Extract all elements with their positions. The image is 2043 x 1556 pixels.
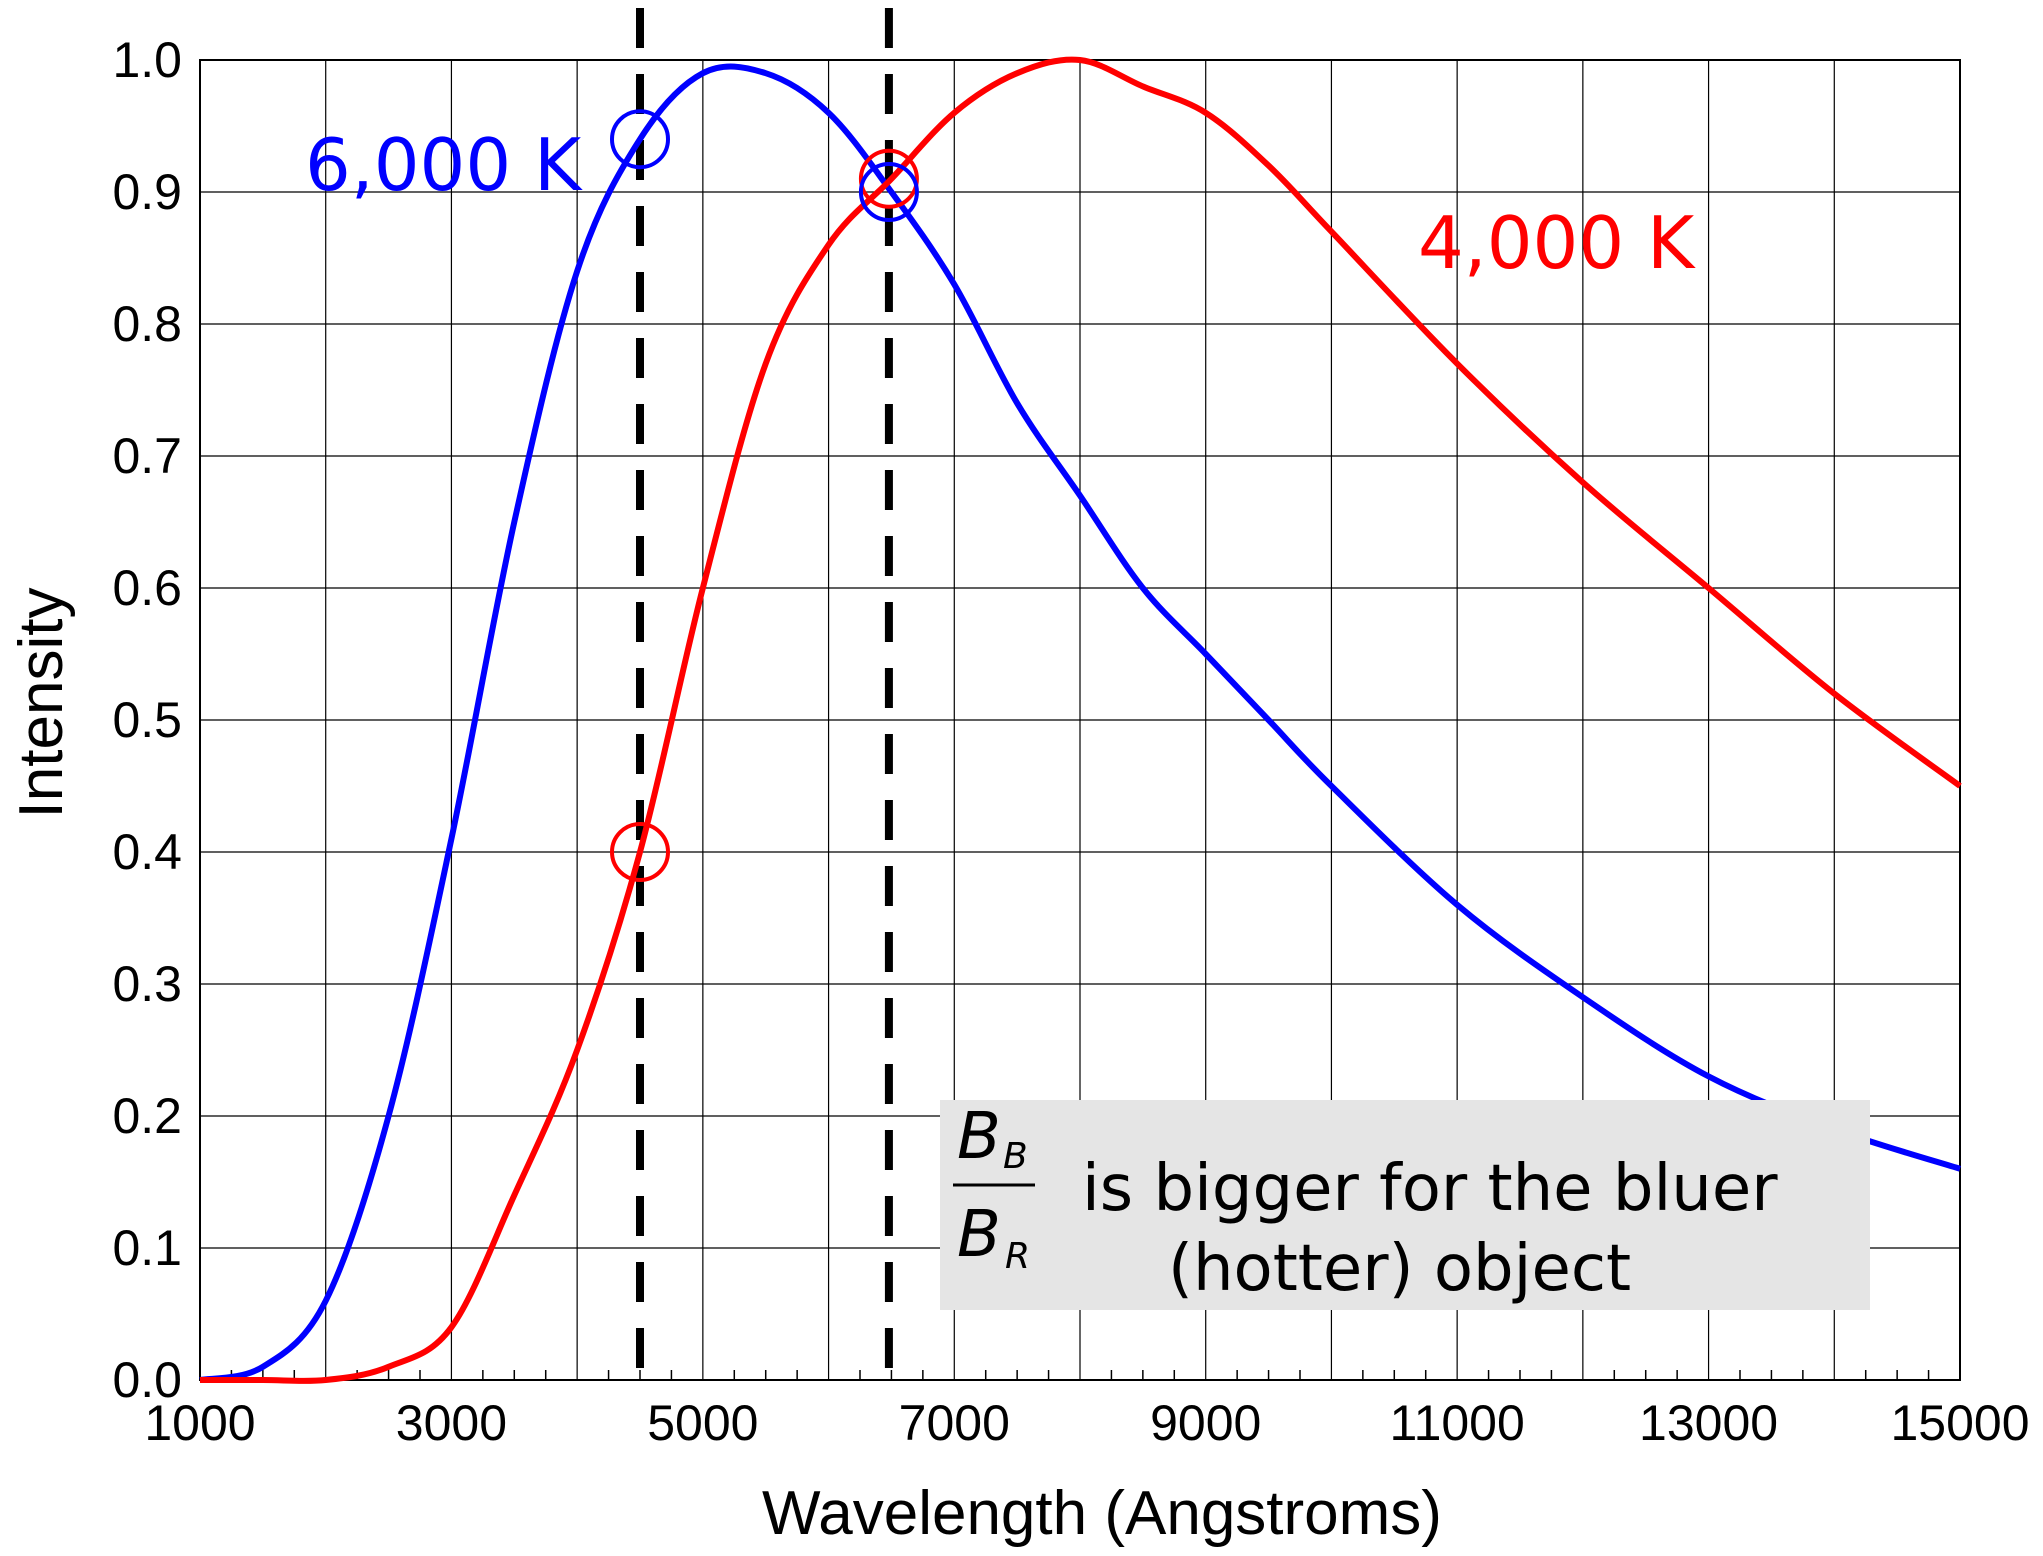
y-axis-title: Intensity (7, 588, 76, 819)
annotation-box: B B B R is bigger for the bluer (hotter)… (940, 1100, 1870, 1310)
y-tick-label: 0.1 (112, 1220, 182, 1276)
fraction-denominator-subscript: R (1005, 1236, 1030, 1277)
y-tick-label: 0.7 (112, 428, 182, 484)
annotation-background (940, 1100, 1870, 1310)
highlight-circle (610, 822, 670, 882)
y-tick-label: 0.6 (112, 560, 182, 616)
y-tick-label: 0.4 (112, 824, 182, 880)
fraction-numerator: B (957, 1100, 1001, 1174)
annotation-line-2: (hotter) object (1168, 1232, 1631, 1306)
series-line-0 (199, 63, 1961, 1383)
x-tick-label: 13000 (1639, 1395, 1778, 1451)
annotation-line-1: is bigger for the bluer (1082, 1152, 1778, 1226)
fraction-numerator-subscript: B (1003, 1136, 1028, 1177)
x-tick-label: 5000 (647, 1395, 758, 1451)
fraction-denominator: B (957, 1198, 1001, 1272)
y-tick-label: 0.3 (112, 956, 182, 1012)
series-label-4000k: 4,000 K (1418, 201, 1696, 285)
highlight-circle (610, 109, 670, 170)
y-tick-label: 0.9 (112, 164, 182, 220)
y-tick-label: 0.8 (112, 296, 182, 352)
highlight-circle (858, 148, 919, 209)
x-axis-title: Wavelength (Angstroms) (762, 1479, 1442, 1548)
circle-markers (610, 109, 919, 882)
y-tick-label: 1.0 (112, 32, 182, 88)
x-tick-label: 11000 (1389, 1395, 1524, 1451)
y-tick-labels: 0.0 0.1 0.2 0.3 0.4 0.5 0.6 0.7 0.8 0.9 1.0 (112, 32, 182, 1408)
x-tick-label: 9000 (1150, 1395, 1261, 1451)
minor-ticks (230, 1370, 1930, 1380)
x-tick-label: 15000 (1890, 1395, 2029, 1451)
reference-lines (636, 8, 893, 1380)
y-tick-label: 0.2 (112, 1088, 182, 1144)
x-tick-labels: 1000 3000 5000 7000 9000 11000 13000 15000 (144, 1395, 2029, 1451)
y-tick-label: 0.0 (112, 1352, 182, 1408)
series-label-6000k: 6,000 K (305, 123, 583, 207)
x-tick-label: 7000 (899, 1395, 1010, 1451)
y-tick-label: 0.5 (112, 692, 182, 748)
x-tick-label: 1000 (144, 1395, 255, 1451)
highlight-circle (858, 162, 919, 222)
x-tick-label: 3000 (396, 1395, 507, 1451)
